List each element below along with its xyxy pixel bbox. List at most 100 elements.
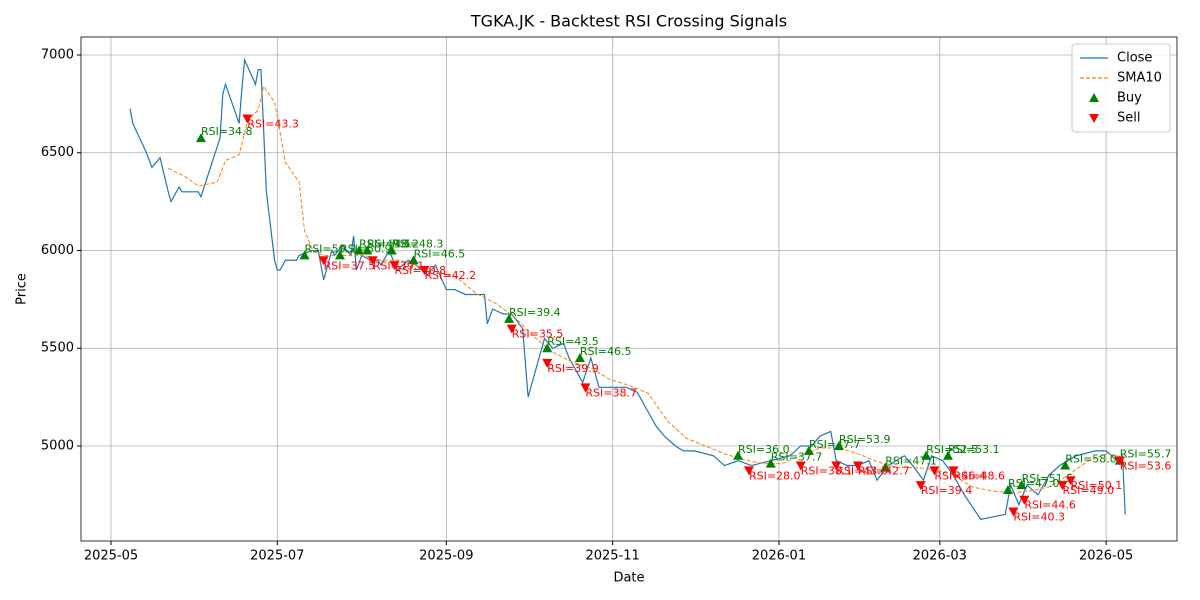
signal-marker	[733, 450, 744, 460]
signal-marker	[743, 466, 754, 476]
signal-label: RSI=53.1	[948, 443, 1000, 456]
legend-swatch	[1089, 114, 1099, 123]
signal-marker	[335, 250, 346, 260]
signal-marker	[1057, 481, 1068, 491]
y-tick-label: 5000	[41, 438, 74, 453]
signal-label: RSI=50.2	[305, 242, 357, 255]
signal-label: RSI=39.4	[509, 306, 561, 319]
signal-label: RSI=48.3	[392, 237, 444, 250]
signal-marker	[299, 250, 310, 260]
signal-marker	[367, 256, 378, 266]
signal-marker	[1060, 460, 1071, 470]
x-tick-label: 2025-07	[250, 549, 304, 564]
signal-marker	[942, 450, 953, 460]
signal-marker	[580, 383, 591, 393]
signal-marker	[948, 466, 959, 476]
legend-label: Buy	[1117, 91, 1142, 106]
signal-label: RSI=53.9	[839, 433, 891, 446]
signal-label: RSI=55.7	[1120, 448, 1172, 461]
signal-marker	[389, 261, 400, 271]
signal-label: RSI=43.3	[247, 118, 299, 131]
signal-label: RSI=39.9	[547, 362, 599, 375]
signal-label: RSI=44.6	[1024, 499, 1076, 512]
signal-label: RSI=48.6	[953, 469, 1005, 482]
signal-label: RSI=40.3	[1013, 510, 1065, 523]
signal-marker	[542, 343, 553, 353]
y-axis-label: Price	[15, 273, 30, 305]
signal-marker	[362, 245, 373, 255]
signal-label: RSI=35.5	[512, 328, 564, 341]
signal-marker	[833, 440, 844, 450]
chart-title: TGKA.JK - Backtest RSI Crossing Signals	[470, 12, 787, 31]
signal-marker	[1065, 476, 1076, 486]
signal-label: RSI=40.8	[395, 264, 447, 277]
signal-label: RSI=46.5	[580, 345, 632, 358]
signal-label: RSI=39.1	[373, 259, 425, 272]
signal-label: RSI=49.5	[359, 237, 411, 250]
signal-label: RSI=39.4	[921, 484, 973, 497]
signal-label: RSI=34.8	[201, 125, 253, 138]
signal-label: RSI=58.0	[1065, 453, 1117, 466]
signal-label: RSI=38.1	[801, 465, 853, 478]
signal-label: RSI=46.4	[934, 469, 986, 482]
x-tick-label: 2026-03	[913, 549, 967, 564]
signal-marker	[318, 256, 329, 266]
signal-label: RSI=42.2	[425, 269, 477, 282]
signal-label: RSI=43.5	[547, 335, 599, 348]
y-tick-label: 6000	[41, 243, 74, 258]
x-tick-label: 2026-01	[752, 549, 806, 564]
signal-marker	[419, 266, 430, 276]
signal-label: RSI=52.5	[926, 443, 978, 456]
signal-marker	[354, 245, 365, 255]
x-tick-label: 2026-05	[1079, 549, 1133, 564]
legend-swatch	[1089, 93, 1099, 102]
signal-marker	[542, 358, 553, 368]
signal-label: RSI=53.6	[1120, 460, 1172, 473]
y-tick-label: 5500	[41, 341, 74, 356]
signal-marker	[574, 353, 585, 363]
signal-marker	[408, 255, 419, 265]
signal-label: RSI=49.0	[1062, 484, 1114, 497]
signal-label: RSI=36.0	[738, 443, 790, 456]
signal-marker	[1019, 495, 1030, 505]
signal-marker	[506, 324, 517, 334]
x-tick-label: 2025-11	[585, 549, 639, 564]
legend-label: SMA10	[1117, 71, 1162, 86]
signal-marker	[1114, 456, 1125, 466]
signal-label: RSI=50.1	[1071, 479, 1123, 492]
legend-box	[1071, 43, 1171, 133]
signal-label: RSI=38.7	[585, 386, 637, 399]
signal-marker	[504, 313, 515, 323]
signal-marker	[195, 133, 206, 143]
signal-marker	[795, 461, 806, 471]
x-tick-label: 2025-09	[419, 549, 473, 564]
x-axis-label: Date	[613, 571, 644, 586]
signal-label: RSI=37.5	[324, 259, 376, 272]
signal-label: RSI=28.0	[749, 469, 801, 482]
y-tick-label: 7000	[41, 47, 74, 62]
signal-marker	[242, 114, 253, 124]
x-tick-label: 2025-05	[84, 549, 138, 564]
signal-marker	[1008, 507, 1019, 517]
signal-marker	[853, 461, 864, 471]
signal-marker	[386, 245, 397, 255]
signal-label: RSI=48.2	[367, 237, 419, 250]
legend-label: Sell	[1117, 111, 1140, 126]
signal-marker	[803, 445, 814, 455]
signal-marker	[1002, 484, 1013, 494]
plot-frame	[80, 36, 1178, 542]
signal-marker	[831, 461, 842, 471]
line-series	[129, 57, 1126, 520]
signal-marker	[1016, 480, 1027, 490]
signal-marker	[929, 466, 940, 476]
signal-marker	[921, 450, 932, 460]
signal-marker	[765, 458, 776, 468]
signal-marker	[880, 462, 891, 472]
signal-label: RSI=43.3	[836, 465, 888, 478]
signal-label: RSI=46.5	[414, 247, 466, 260]
legend-label: Close	[1117, 51, 1152, 66]
y-tick-label: 6500	[41, 145, 74, 160]
signal-label: RSI=42.7	[858, 465, 910, 478]
